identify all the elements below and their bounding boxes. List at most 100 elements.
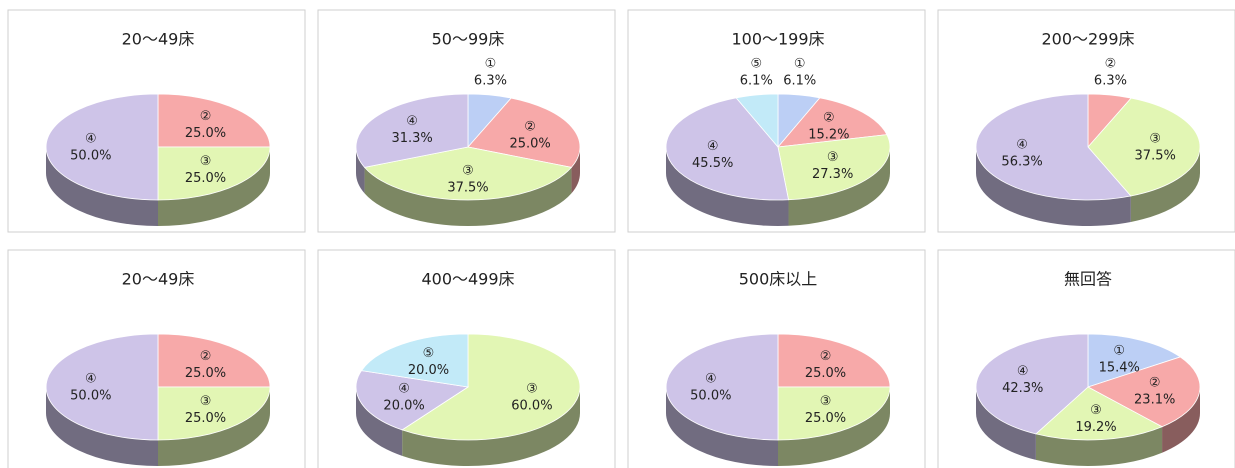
- slice-category: ③: [1090, 403, 1102, 418]
- pie-side: [788, 147, 890, 226]
- slice-value-label: 50.0%: [690, 389, 731, 404]
- pie-slice: [467, 97, 581, 168]
- slice-category: ③: [820, 394, 832, 409]
- chart-title: 500床以上: [739, 270, 818, 289]
- slice-category: ③: [526, 381, 538, 396]
- slice-value-label: 25.0%: [185, 411, 226, 426]
- slice-value-label: 15.2%: [808, 128, 849, 143]
- slice-value-label: 6.3%: [1094, 73, 1127, 88]
- pie-side: [976, 147, 1131, 227]
- slice-value-label: 42.3%: [1002, 381, 1043, 396]
- slice-value-label: 23.1%: [1134, 392, 1175, 407]
- slice-value-label: 50.0%: [70, 149, 111, 164]
- pie-chart: 200～299床 ② 6.3% ③ 37.5% ④ 56.3%: [937, 9, 1235, 233]
- pie-chart: 無回答 ① 15.4% ② 23.1% ③ 19.2% ④ 42.3%: [937, 249, 1235, 468]
- pie-slice: [975, 333, 1089, 435]
- pie-side: [355, 387, 403, 456]
- slice-category: ②: [823, 111, 835, 126]
- pie-side: [356, 147, 365, 194]
- pie-slice: [735, 93, 779, 149]
- pie-slice: [777, 134, 891, 201]
- slice-value-label: 6.3%: [474, 73, 507, 88]
- pie-slice: [1087, 97, 1201, 197]
- pie-side: [1130, 147, 1200, 222]
- slice-category: ②: [200, 349, 212, 364]
- pie-chart: 500床以上 ② 25.0% ③ 25.0% ④ 50.0%: [627, 249, 926, 468]
- pie-chart: 20～49床 ② 25.0% ③ 25.0% ④ 50.0%: [7, 249, 306, 468]
- pie-slice: [665, 333, 779, 441]
- slice-category: ⑤: [423, 346, 435, 361]
- pie-side: [402, 387, 580, 467]
- slice-value-label: 25.0%: [185, 366, 226, 381]
- slice-value-label: 60.0%: [511, 398, 552, 413]
- pie-slice: [401, 333, 581, 441]
- pie-side: [46, 387, 158, 466]
- slice-value-label: 37.5%: [1135, 149, 1176, 164]
- pie-side: [571, 147, 580, 194]
- slice-value-label: 25.0%: [185, 126, 226, 141]
- slice-value-label: 37.5%: [447, 180, 488, 195]
- slice-category: ②: [200, 109, 212, 124]
- slice-category: ②: [1149, 375, 1161, 390]
- chart-title: 100～199床: [731, 30, 824, 49]
- slice-category: ④: [1016, 138, 1028, 153]
- chart-title: 400～499床: [421, 270, 514, 289]
- pie-slice: [975, 93, 1132, 201]
- slice-category: ①: [485, 56, 497, 71]
- chart-title: 20～49床: [122, 270, 195, 289]
- pie-slice: [157, 386, 271, 441]
- pie-slice: [1087, 333, 1182, 388]
- chart-title: 200～299床: [1041, 30, 1134, 49]
- slice-category: ④: [406, 114, 418, 129]
- pie-side: [778, 387, 890, 466]
- pie-slice: [1086, 356, 1201, 428]
- slice-category: ③: [1149, 132, 1161, 147]
- slice-category: ④: [398, 381, 410, 396]
- slice-category: ②: [524, 119, 536, 134]
- slice-value-label: 19.2%: [1075, 420, 1116, 435]
- pie-chart: 100～199床 ① 6.1% ② 15.2% ③ 27.3% ④ 45.5% ⑤ 6.1%: [627, 9, 926, 233]
- pie-slice: [777, 97, 888, 148]
- pie-side: [158, 147, 270, 226]
- pie-side: [1035, 426, 1163, 467]
- pie-side: [46, 147, 158, 226]
- chart-title: 20～49床: [122, 30, 195, 49]
- slice-value-label: 6.1%: [740, 73, 773, 88]
- slice-category: ④: [85, 372, 97, 387]
- pie-side: [666, 387, 778, 466]
- pie-slice: [363, 146, 573, 201]
- pie-slice: [355, 370, 470, 431]
- slice-value-label: 20.0%: [383, 398, 424, 413]
- slice-value-label: 15.4%: [1099, 360, 1140, 375]
- slice-category: ④: [85, 132, 97, 147]
- slice-value-label: 25.0%: [805, 366, 846, 381]
- slice-category: ④: [707, 139, 719, 154]
- pie-slice: [777, 386, 891, 441]
- slice-category: ⑤: [750, 56, 762, 71]
- pie-chart: 50～99床 ① 6.3% ② 25.0% ③ 37.5% ④ 31.3%: [317, 9, 616, 233]
- pie-side: [158, 387, 270, 466]
- pie-slice: [157, 333, 271, 388]
- pie-slice: [360, 333, 469, 388]
- pie-chart: 20～49床 ② 25.0% ③ 25.0% ④ 50.0%: [7, 9, 306, 233]
- slice-value-label: 56.3%: [1001, 155, 1042, 170]
- slice-category: ③: [200, 154, 212, 169]
- slice-category: ④: [1017, 364, 1029, 379]
- pie-side: [364, 167, 572, 227]
- slice-value-label: 6.1%: [783, 73, 816, 88]
- slice-category: ③: [200, 394, 212, 409]
- slice-category: ①: [794, 56, 806, 71]
- pie-chart: 400～499床 ③ 60.0% ④ 20.0% ⑤ 20.0%: [317, 249, 616, 468]
- slice-category: ③: [827, 150, 839, 165]
- slice-category: ③: [462, 163, 474, 178]
- slice-value-label: 50.0%: [70, 389, 111, 404]
- slice-value-label: 25.0%: [805, 411, 846, 426]
- pie-slice: [157, 93, 271, 148]
- slice-category: ②: [820, 349, 832, 364]
- slice-category: ①: [1113, 343, 1125, 358]
- chart-title: 50～99床: [432, 30, 505, 49]
- slice-value-label: 45.5%: [692, 156, 733, 171]
- slice-category: ②: [1105, 56, 1117, 71]
- pie-slice: [45, 333, 159, 441]
